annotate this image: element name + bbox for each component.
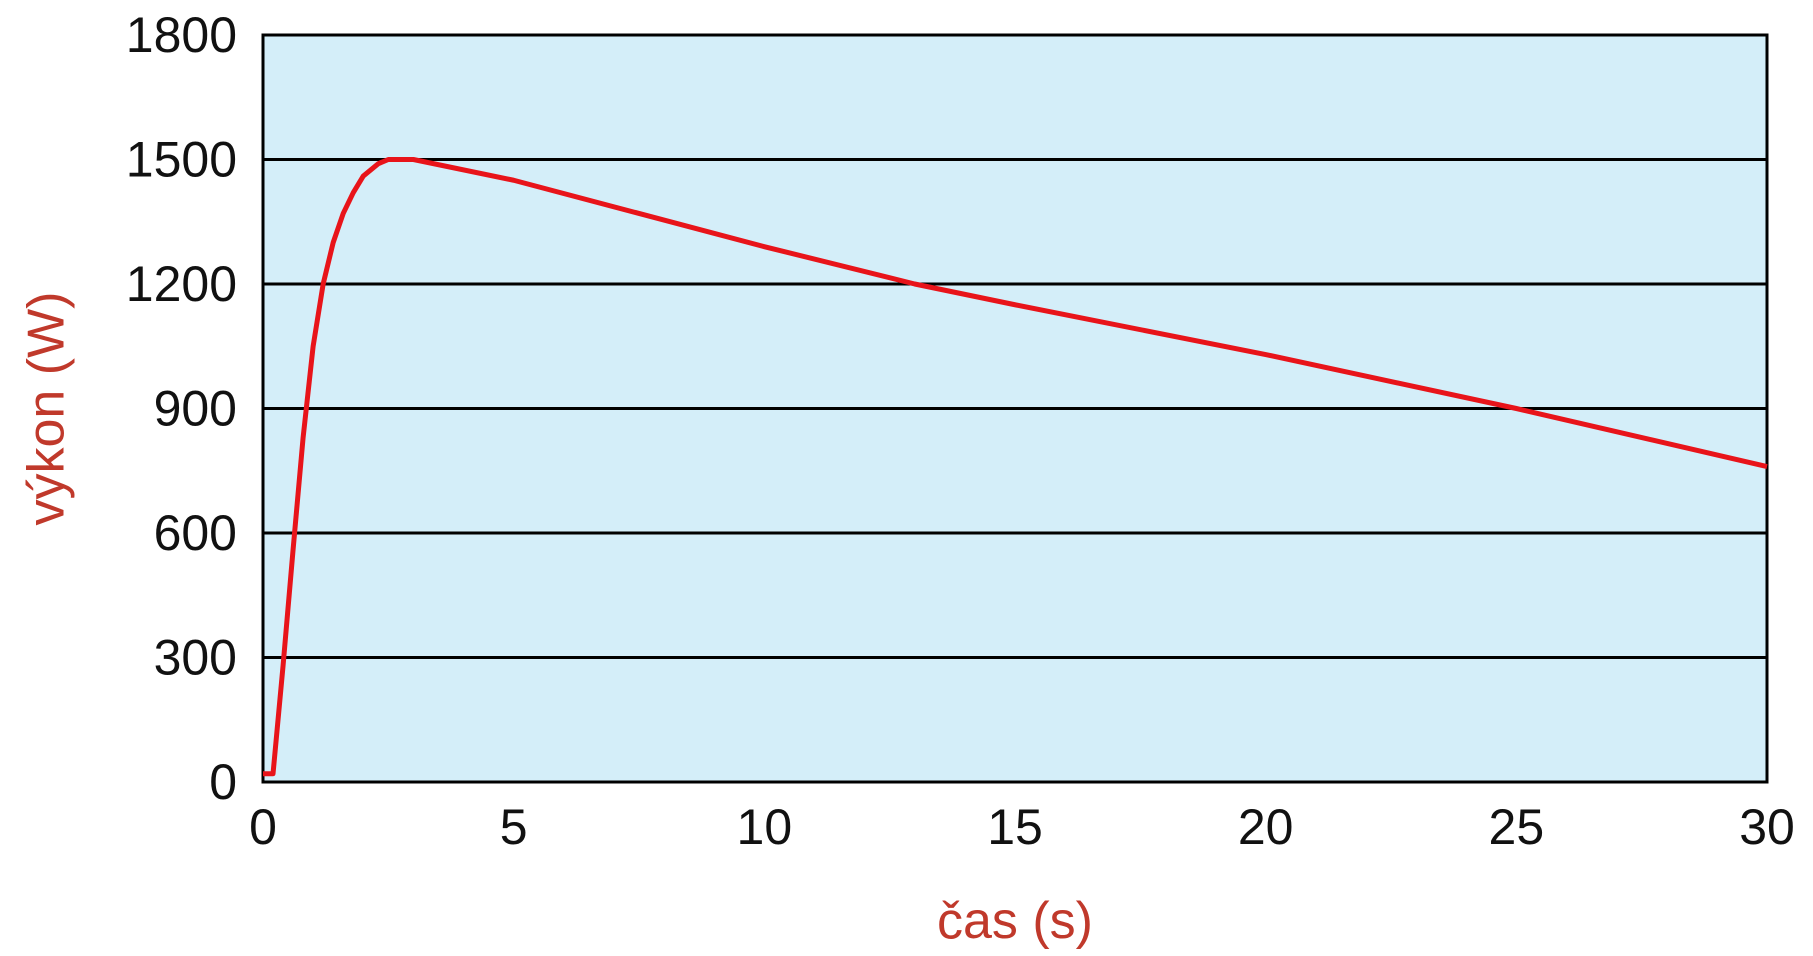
series-layer bbox=[263, 157, 1768, 777]
x-tick-label: 5 bbox=[500, 799, 528, 855]
x-axis-title: čas (s) bbox=[937, 892, 1093, 950]
y-tick-label: 300 bbox=[154, 630, 237, 686]
series-line bbox=[263, 157, 1768, 777]
y-tick-label: 1800 bbox=[126, 7, 237, 63]
y-tick-label: 900 bbox=[154, 381, 237, 437]
y-tick-label: 1500 bbox=[126, 132, 237, 188]
x-tick-labels: 0 5 10 15 20 25 30 bbox=[249, 799, 1795, 855]
x-tick-label: 20 bbox=[1238, 799, 1294, 855]
y-tick-label: 600 bbox=[154, 505, 237, 561]
x-tick-label: 0 bbox=[249, 799, 277, 855]
y-axis-title: výkon (W) bbox=[18, 292, 76, 526]
y-tick-label: 1200 bbox=[126, 256, 237, 312]
x-tick-label: 25 bbox=[1489, 799, 1545, 855]
y-tick-label: 0 bbox=[209, 754, 237, 810]
x-tick-label: 15 bbox=[987, 799, 1043, 855]
x-tick-label: 10 bbox=[737, 799, 793, 855]
plot-frame bbox=[261, 33, 1769, 784]
x-tick-label: 30 bbox=[1739, 799, 1795, 855]
y-tick-labels: 0 300 600 900 1200 1500 1800 bbox=[126, 7, 237, 810]
